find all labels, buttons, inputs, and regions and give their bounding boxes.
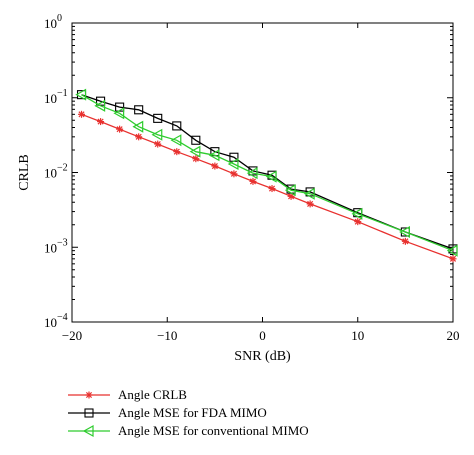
data-point-asterisk (192, 155, 200, 163)
y-axis-label: CRLB (17, 154, 32, 191)
data-point-square (172, 121, 182, 131)
data-point-triangle (151, 128, 163, 141)
x-tick-label: −20 (62, 328, 82, 343)
data-point-asterisk (173, 148, 181, 156)
x-tick-label: 20 (447, 328, 460, 343)
legend-label: Angle MSE for FDA MIMO (118, 405, 267, 420)
x-tick-label: −10 (157, 328, 177, 343)
legend-item: Angle MSE for FDA MIMO (68, 405, 267, 420)
data-point-asterisk (85, 391, 93, 399)
data-point-triangle (303, 187, 315, 200)
data-point-triangle (351, 207, 363, 220)
data-point-asterisk (211, 162, 219, 170)
data-point-triangle (265, 170, 277, 183)
data-point-triangle (227, 157, 239, 171)
y-tick-label: 100 (44, 13, 62, 31)
data-point-triangle (75, 88, 87, 101)
legend: Angle CRLB Angle MSE for FDA MIMO Angle MS… (68, 387, 309, 438)
x-axis-label: SNR (dB) (234, 349, 291, 364)
data-point-asterisk (249, 177, 257, 185)
legend-label: Angle CRLB (118, 387, 187, 402)
series-line (81, 94, 454, 250)
data-point-asterisk (154, 140, 162, 148)
data-point-square (153, 113, 163, 123)
data-point-triangle (208, 149, 220, 162)
data-point-triangle (113, 107, 125, 120)
legend-label: Angle MSE for conventional MIMO (118, 423, 309, 438)
data-point-asterisk (116, 125, 124, 133)
data-point-triangle (82, 424, 94, 438)
series-line (81, 94, 454, 252)
data-point-triangle (446, 244, 458, 257)
data-point-asterisk (354, 218, 362, 226)
y-tick-label: 10−2 (44, 163, 68, 181)
data-point-square (134, 105, 144, 115)
series-2 (76, 90, 458, 254)
data-point-triangle (189, 145, 201, 158)
y-tick-label: 10−4 (44, 312, 68, 330)
axes: −20 −10 0 10 20 10−4 10−3 10−2 10−1 100 (44, 13, 460, 343)
x-tick-label: 0 (259, 328, 266, 343)
y-tick-label: 10−1 (44, 88, 68, 106)
data-point-triangle (284, 184, 296, 197)
data-point-asterisk (230, 170, 238, 178)
data-point-asterisk (306, 200, 314, 208)
data-point-triangle (132, 120, 144, 133)
data-point-triangle (399, 225, 410, 239)
data-point-triangle (246, 167, 258, 180)
series-line (81, 113, 454, 260)
legend-item: Angle MSE for conventional MIMO (68, 423, 309, 438)
series-3 (75, 88, 458, 257)
series-group (75, 88, 458, 263)
data-point-square (84, 408, 94, 418)
legend-item: Angle CRLB (68, 387, 187, 402)
data-point-square (191, 135, 201, 145)
y-tick-label: 10−3 (44, 237, 68, 255)
data-point-triangle (94, 99, 106, 112)
data-point-asterisk (268, 185, 276, 193)
data-point-asterisk (135, 133, 143, 141)
data-point-asterisk (401, 237, 409, 245)
series-1 (78, 110, 457, 263)
data-point-triangle (170, 134, 182, 147)
data-point-asterisk (449, 255, 457, 263)
x-tick-label: 10 (351, 328, 364, 343)
data-point-asterisk (78, 110, 86, 118)
data-point-asterisk (97, 118, 105, 126)
